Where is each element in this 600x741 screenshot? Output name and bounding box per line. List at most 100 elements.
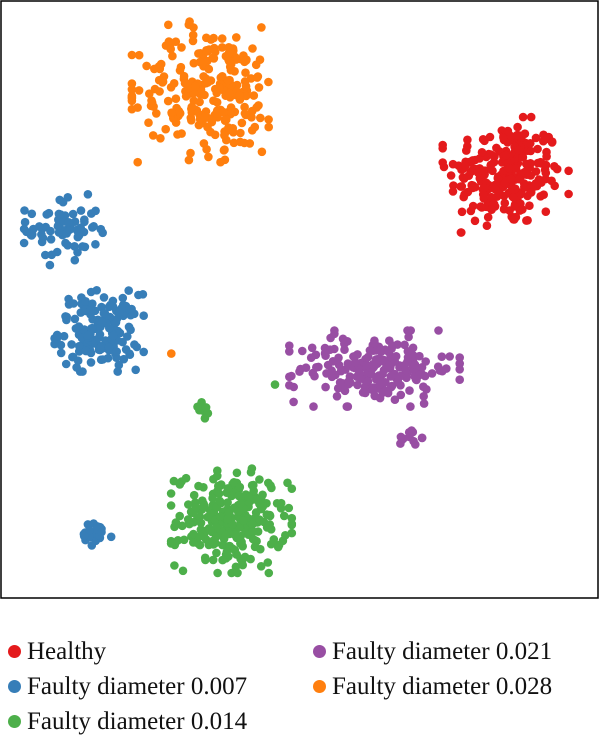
point-faulty-diameter-0-028 xyxy=(249,91,259,100)
point-faulty-diameter-0-007 xyxy=(139,311,148,321)
point-faulty-diameter-0-007 xyxy=(72,225,81,235)
legend-swatch-faulty-0007 xyxy=(8,680,21,693)
point-faulty-diameter-0-014 xyxy=(287,513,297,523)
point-faulty-diameter-0-014 xyxy=(216,512,225,521)
point-healthy xyxy=(487,192,496,202)
legend-label-faulty-0007: Faulty diameter 0.007 xyxy=(27,673,248,700)
point-faulty-diameter-0-028 xyxy=(210,130,220,140)
point-faulty-diameter-0-028 xyxy=(219,107,228,117)
point-faulty-diameter-0-014 xyxy=(196,518,206,528)
point-faulty-diameter-0-021 xyxy=(445,352,455,361)
point-faulty-diameter-0-014 xyxy=(170,561,179,570)
point-faulty-diameter-0-014 xyxy=(266,539,276,549)
legend-swatch-faulty-0028 xyxy=(313,680,326,693)
point-faulty-diameter-0-021 xyxy=(388,341,397,350)
point-faulty-diameter-0-028 xyxy=(148,131,158,140)
point-healthy xyxy=(477,203,487,212)
scatter-plot-area xyxy=(0,0,599,599)
point-faulty-diameter-0-007 xyxy=(88,299,97,309)
legend-label-faulty-0014: Faulty diameter 0.014 xyxy=(27,708,248,735)
point-faulty-diameter-0-007 xyxy=(111,318,121,327)
point-healthy xyxy=(448,187,458,196)
point-faulty-diameter-0-021 xyxy=(367,370,376,379)
point-faulty-diameter-0-014 xyxy=(248,534,258,544)
point-healthy xyxy=(468,156,477,165)
point-faulty-diameter-0-028 xyxy=(240,109,250,118)
point-faulty-diameter-0-014 xyxy=(213,568,222,578)
point-faulty-diameter-0-028 xyxy=(127,50,137,60)
point-faulty-diameter-0-021 xyxy=(369,362,379,371)
point-faulty-diameter-0-028 xyxy=(181,78,190,88)
point-faulty-diameter-0-007 xyxy=(20,206,29,215)
point-faulty-diameter-0-028 xyxy=(145,89,154,98)
point-faulty-diameter-0-028 xyxy=(224,48,234,57)
point-faulty-diameter-0-007 xyxy=(95,330,105,339)
point-healthy xyxy=(501,150,511,160)
point-faulty-diameter-0-014 xyxy=(230,530,240,540)
point-faulty-diameter-0-014 xyxy=(211,538,220,548)
point-faulty-diameter-0-007 xyxy=(70,255,80,265)
point-faulty-diameter-0-014 xyxy=(234,491,244,501)
point-faulty-diameter-0-028 xyxy=(207,117,217,127)
legend: Healthy Faulty diameter 0.021 Faulty dia… xyxy=(0,600,600,741)
point-healthy xyxy=(518,112,528,122)
point-faulty-diameter-0-014 xyxy=(195,531,205,541)
point-faulty-diameter-0-028 xyxy=(254,101,263,110)
point-faulty-diameter-0-021 xyxy=(363,377,372,386)
point-faulty-diameter-0-014 xyxy=(223,498,232,507)
point-healthy xyxy=(456,228,466,237)
point-faulty-diameter-0-014 xyxy=(193,402,202,412)
point-healthy xyxy=(478,190,488,199)
legend-item-faulty-0028: Faulty diameter 0.028 xyxy=(313,674,552,699)
point-faulty-diameter-0-028 xyxy=(147,96,156,105)
point-faulty-diameter-0-021 xyxy=(420,371,430,381)
point-faulty-diameter-0-028 xyxy=(235,91,244,100)
point-faulty-diameter-0-014 xyxy=(175,511,184,521)
point-healthy xyxy=(511,164,521,173)
point-healthy xyxy=(525,201,534,210)
point-faulty-diameter-0-014 xyxy=(256,504,266,514)
point-faulty-diameter-0-007 xyxy=(19,224,29,234)
point-faulty-diameter-0-014 xyxy=(279,511,289,521)
point-healthy xyxy=(446,171,456,180)
point-faulty-diameter-0-028 xyxy=(127,91,137,101)
point-faulty-diameter-0-007 xyxy=(106,532,116,542)
point-healthy xyxy=(526,112,536,122)
point-healthy xyxy=(486,150,496,159)
point-faulty-diameter-0-014 xyxy=(246,554,255,564)
point-faulty-diameter-0-014 xyxy=(248,527,258,536)
point-faulty-diameter-0-021 xyxy=(349,352,358,361)
point-faulty-diameter-0-014 xyxy=(244,493,254,503)
point-healthy xyxy=(505,164,515,173)
point-healthy xyxy=(439,162,449,172)
point-faulty-diameter-0-014 xyxy=(281,531,290,540)
point-faulty-diameter-0-028 xyxy=(237,118,247,128)
point-healthy xyxy=(526,146,535,156)
point-faulty-diameter-0-014 xyxy=(284,503,294,513)
point-faulty-diameter-0-014 xyxy=(235,522,244,531)
point-faulty-diameter-0-014 xyxy=(235,482,245,492)
point-healthy xyxy=(503,126,513,136)
point-faulty-diameter-0-028 xyxy=(232,33,241,42)
point-faulty-diameter-0-021 xyxy=(353,380,362,390)
point-faulty-diameter-0-028 xyxy=(217,34,227,43)
point-faulty-diameter-0-007 xyxy=(75,341,84,351)
point-faulty-diameter-0-014 xyxy=(178,566,188,576)
point-faulty-diameter-0-028 xyxy=(152,109,161,118)
point-healthy xyxy=(521,159,531,169)
legend-swatch-healthy xyxy=(8,645,21,658)
point-faulty-diameter-0-028 xyxy=(164,37,174,46)
point-faulty-diameter-0-014 xyxy=(222,547,232,557)
point-healthy xyxy=(480,136,489,146)
point-faulty-diameter-0-007 xyxy=(119,354,129,364)
point-faulty-diameter-0-021 xyxy=(419,399,429,408)
point-faulty-diameter-0-021 xyxy=(289,397,298,407)
point-faulty-diameter-0-021 xyxy=(406,326,416,335)
point-faulty-diameter-0-021 xyxy=(395,372,404,382)
point-healthy xyxy=(513,122,522,132)
point-faulty-diameter-0-007 xyxy=(83,331,93,340)
point-faulty-diameter-0-014 xyxy=(265,520,275,529)
point-faulty-diameter-0-014 xyxy=(249,480,258,490)
point-faulty-diameter-0-014 xyxy=(264,568,274,578)
point-healthy xyxy=(500,178,510,188)
